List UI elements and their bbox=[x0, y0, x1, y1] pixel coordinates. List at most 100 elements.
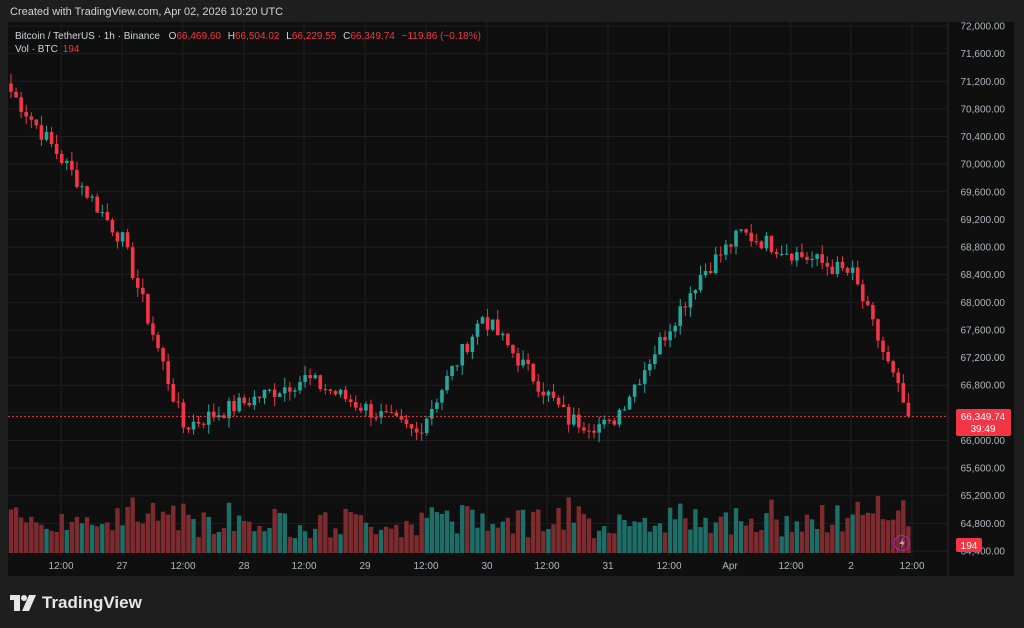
volume-bar bbox=[100, 524, 105, 553]
candle-body bbox=[455, 365, 459, 367]
volume-bar bbox=[465, 506, 470, 553]
candle-body bbox=[59, 153, 64, 164]
volume-bar bbox=[698, 527, 703, 553]
candle-body bbox=[323, 388, 328, 390]
volume-bar bbox=[29, 516, 34, 553]
volume-bar bbox=[820, 505, 825, 553]
price-tick-label: 68,400.00 bbox=[961, 270, 1006, 281]
candle-body bbox=[379, 411, 383, 418]
price-tick-label: 65,600.00 bbox=[961, 464, 1006, 475]
candle-body bbox=[541, 391, 546, 396]
volume-bars bbox=[8, 496, 911, 553]
volume-bar bbox=[814, 528, 820, 553]
volume-bar bbox=[531, 511, 536, 553]
time-tick-label: 12:00 bbox=[48, 561, 73, 572]
candle-body bbox=[850, 267, 855, 273]
price-tick-label: 69,600.00 bbox=[961, 187, 1006, 198]
time-tick-label: 30 bbox=[481, 561, 493, 572]
candle-body bbox=[90, 196, 94, 198]
candle-body bbox=[546, 391, 551, 396]
time-tick-label: 12:00 bbox=[656, 561, 681, 572]
volume-bar bbox=[662, 532, 668, 553]
candle-body bbox=[409, 424, 414, 429]
candle-body bbox=[120, 232, 125, 242]
volume-bar bbox=[49, 530, 54, 553]
candle-body bbox=[815, 254, 819, 259]
high-value: 66,504.02 bbox=[234, 31, 280, 42]
tradingview-logo[interactable]: TradingView bbox=[10, 593, 142, 613]
volume-bar bbox=[850, 514, 855, 553]
volume-bar bbox=[607, 532, 612, 553]
close-value: 66,349.74 bbox=[350, 31, 395, 42]
volume-label[interactable]: Vol · BTC bbox=[15, 44, 58, 55]
candle-body bbox=[277, 393, 282, 397]
volume-bar bbox=[186, 514, 191, 553]
volume-bar bbox=[140, 523, 146, 553]
candle-body bbox=[176, 401, 181, 403]
candle-body bbox=[668, 331, 672, 341]
volume-bar bbox=[779, 536, 784, 553]
candle-body bbox=[475, 323, 480, 337]
volume-bar bbox=[130, 497, 135, 553]
volume-bar bbox=[728, 534, 734, 553]
volume-bar bbox=[475, 527, 480, 553]
candle-body bbox=[196, 421, 201, 424]
candle-body bbox=[612, 420, 617, 425]
volume-bar bbox=[830, 524, 835, 553]
volume-bar bbox=[693, 509, 698, 553]
candle-body bbox=[29, 116, 34, 120]
volume-bar bbox=[89, 524, 95, 553]
volume-bar bbox=[242, 520, 247, 553]
open-value: 66,469.60 bbox=[176, 31, 221, 42]
volume-bar bbox=[901, 500, 906, 553]
volume-bar bbox=[632, 521, 637, 553]
volume-bar bbox=[825, 532, 830, 553]
time-tick-label: 29 bbox=[359, 561, 371, 572]
candle-body bbox=[648, 363, 652, 371]
candle-body bbox=[764, 235, 769, 249]
candle-body bbox=[506, 333, 510, 346]
volume-bar bbox=[809, 519, 815, 553]
candle-body bbox=[607, 419, 612, 421]
lightning-icon[interactable] bbox=[893, 534, 911, 552]
candle-body bbox=[95, 196, 99, 213]
volume-bar bbox=[424, 517, 429, 553]
candle-body bbox=[333, 390, 338, 395]
candle-body bbox=[825, 262, 830, 267]
volume-bar bbox=[120, 525, 125, 553]
volume-bar bbox=[515, 510, 521, 553]
volume-bar bbox=[404, 520, 409, 553]
candle-body bbox=[774, 252, 779, 255]
candle-body bbox=[749, 232, 754, 242]
candle-body bbox=[582, 427, 586, 431]
volume-bar bbox=[348, 512, 353, 553]
candle-body bbox=[653, 354, 657, 364]
volume-bar bbox=[444, 510, 450, 553]
volume-bar bbox=[176, 530, 181, 553]
time-tick-label: 12:00 bbox=[291, 561, 316, 572]
time-tick-label: 27 bbox=[116, 561, 128, 572]
candle-body bbox=[389, 412, 394, 414]
candle-body bbox=[632, 384, 637, 397]
candle-body bbox=[24, 112, 29, 117]
volume-bar bbox=[667, 507, 673, 553]
symbol-name[interactable]: Bitcoin / TetherUS · 1h · Binance bbox=[15, 31, 160, 42]
candle-body bbox=[855, 267, 860, 285]
volume-bar bbox=[865, 512, 871, 553]
price-change: −119.86 (−0.18%) bbox=[401, 31, 481, 42]
volume-bar bbox=[338, 534, 343, 553]
volume-bar bbox=[480, 513, 485, 553]
volume-bar bbox=[282, 513, 287, 553]
last-price-tag: 66,349.74 39:49 bbox=[956, 409, 1011, 436]
volume-bar bbox=[683, 518, 688, 553]
volume-bar bbox=[586, 518, 592, 553]
candle-body bbox=[866, 301, 870, 305]
volume-bar bbox=[840, 531, 845, 553]
candle-body bbox=[622, 409, 627, 411]
volume-bar bbox=[94, 526, 100, 553]
volume-bar bbox=[378, 529, 384, 553]
volume-bar bbox=[399, 537, 404, 553]
candle-body bbox=[759, 241, 764, 249]
candle-body bbox=[44, 132, 49, 140]
